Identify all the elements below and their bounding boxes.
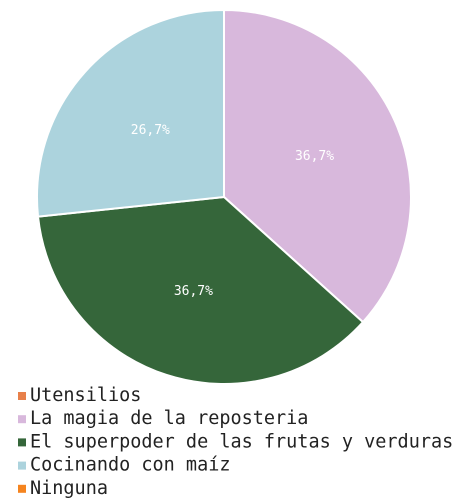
legend-swatch: [18, 484, 26, 493]
legend-label: La magia de la reposteria: [30, 408, 308, 429]
pie-slice: [223, 8, 412, 324]
legend-label: El superpoder de las frutas y verduras: [30, 431, 453, 452]
legend-swatch: [18, 461, 26, 470]
legend-label: Utensilios: [30, 385, 141, 406]
legend-swatch: [18, 415, 26, 424]
slice-label: 26,7%: [131, 123, 170, 138]
legend-swatch: [18, 438, 26, 447]
legend-label: Ninguna: [30, 478, 108, 499]
slice-label: 36,7%: [174, 284, 213, 299]
pie-slice: [36, 8, 225, 218]
pie-slice: [36, 195, 365, 385]
legend-swatch: [18, 392, 26, 400]
legend-label: Cocinando con maíz: [30, 455, 230, 476]
slice-label: 36,7%: [295, 149, 334, 164]
